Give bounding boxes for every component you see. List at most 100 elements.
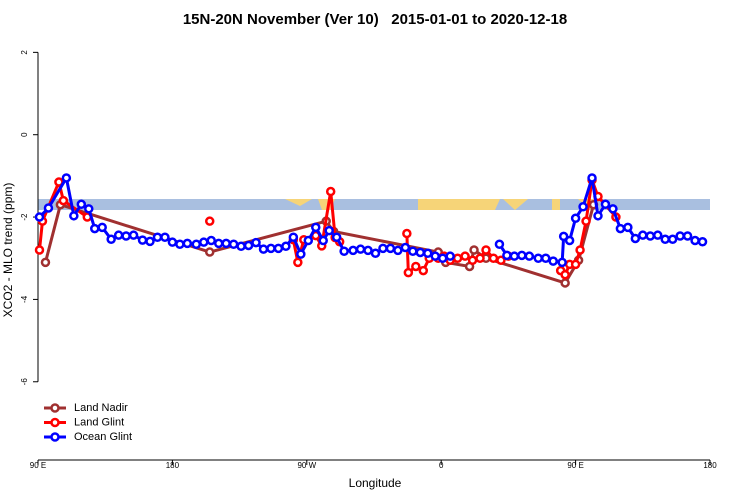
- data-point: [402, 228, 412, 239]
- land-patch: [285, 199, 335, 210]
- legend-marker: [50, 432, 60, 442]
- data-point: [600, 199, 611, 210]
- data-point: [58, 195, 69, 206]
- data-point: [228, 239, 239, 249]
- data-point: [660, 234, 670, 245]
- data-point: [221, 238, 231, 249]
- data-point: [623, 222, 633, 233]
- data-point: [204, 216, 215, 226]
- x-tick-label: 90 E: [567, 461, 583, 470]
- data-point: [475, 253, 485, 263]
- data-point: [452, 253, 463, 263]
- data-point: [273, 243, 284, 254]
- data-point: [160, 232, 170, 242]
- chart-title: 15N-20N November (Ver 10) 2015-01-01 to …: [183, 11, 567, 28]
- data-point: [467, 255, 478, 266]
- legend-label: Land Glint: [74, 416, 124, 428]
- data-point: [423, 248, 433, 259]
- data-point: [667, 234, 678, 245]
- data-point: [430, 251, 440, 261]
- y-tick-label: -4: [20, 295, 29, 303]
- data-point: [638, 230, 648, 240]
- data-point: [243, 240, 254, 251]
- y-tick-label: 0: [20, 132, 29, 137]
- data-point: [393, 245, 403, 256]
- data-point: [557, 257, 567, 268]
- data-point: [106, 234, 116, 245]
- data-point: [191, 239, 202, 249]
- data-point: [385, 243, 396, 254]
- data-point: [548, 256, 558, 266]
- data-point: [593, 211, 603, 221]
- data-point: [76, 199, 87, 210]
- data-point: [615, 223, 626, 234]
- data-point: [408, 246, 418, 256]
- data-point: [400, 242, 411, 253]
- data-point: [587, 173, 597, 183]
- data-point: [113, 230, 124, 240]
- data-point: [411, 261, 421, 272]
- y-tick-label: -6: [20, 378, 29, 386]
- data-point: [121, 231, 131, 241]
- y-tick-label: -2: [20, 213, 29, 221]
- data-point: [152, 232, 163, 242]
- data-point: [570, 259, 581, 270]
- data-point: [258, 244, 269, 254]
- legend-marker: [50, 417, 60, 428]
- data-point: [236, 241, 246, 252]
- data-point: [652, 230, 663, 240]
- legend-label: Ocean Glint: [74, 431, 132, 443]
- data-point: [182, 238, 193, 249]
- data-point: [418, 265, 429, 276]
- data-point: [69, 211, 79, 221]
- data-point: [40, 257, 51, 268]
- data-point: [61, 173, 72, 183]
- x-tick-label: 0: [439, 461, 444, 470]
- data-point: [517, 250, 527, 261]
- y-tick-label: 2: [20, 50, 29, 55]
- data-point: [581, 216, 591, 226]
- data-point: [43, 203, 54, 213]
- land-patch: [418, 199, 528, 210]
- data-point: [167, 237, 178, 247]
- data-point: [266, 243, 276, 254]
- x-tick-label: 90 W: [297, 461, 316, 470]
- data-point: [403, 267, 414, 278]
- data-point: [34, 245, 45, 255]
- data-point: [97, 222, 107, 233]
- data-point: [213, 238, 224, 249]
- data-point: [355, 244, 366, 254]
- data-point: [558, 231, 569, 242]
- data-point: [288, 232, 299, 242]
- data-point: [496, 255, 506, 266]
- data-point: [296, 249, 306, 259]
- data-point: [460, 251, 470, 261]
- legend-marker: [50, 403, 60, 413]
- x-tick-label: 90 E: [30, 461, 46, 470]
- series: [34, 173, 708, 268]
- data-point: [509, 251, 520, 261]
- data-point: [145, 236, 155, 247]
- data-point: [690, 235, 700, 246]
- data-point: [630, 233, 641, 244]
- data-point: [251, 237, 261, 248]
- data-point: [175, 239, 185, 249]
- data-point: [570, 213, 581, 224]
- x-tick-label: 180: [166, 461, 180, 470]
- data-point: [560, 278, 570, 288]
- data-point: [89, 223, 100, 234]
- y-axis-label: XCO2 - MLO trend (ppm): [1, 183, 15, 318]
- data-point: [578, 202, 588, 212]
- data-point: [415, 247, 426, 258]
- data-point: [481, 245, 491, 255]
- data-point: [608, 204, 618, 214]
- data-point: [564, 235, 575, 246]
- data-point: [575, 245, 585, 255]
- data-point: [533, 253, 544, 263]
- data-point: [324, 225, 334, 236]
- legend-label: Land Nadir: [74, 402, 128, 414]
- data-point: [293, 257, 303, 268]
- data-point: [494, 239, 505, 249]
- data-point: [697, 237, 708, 247]
- data-point: [370, 248, 381, 259]
